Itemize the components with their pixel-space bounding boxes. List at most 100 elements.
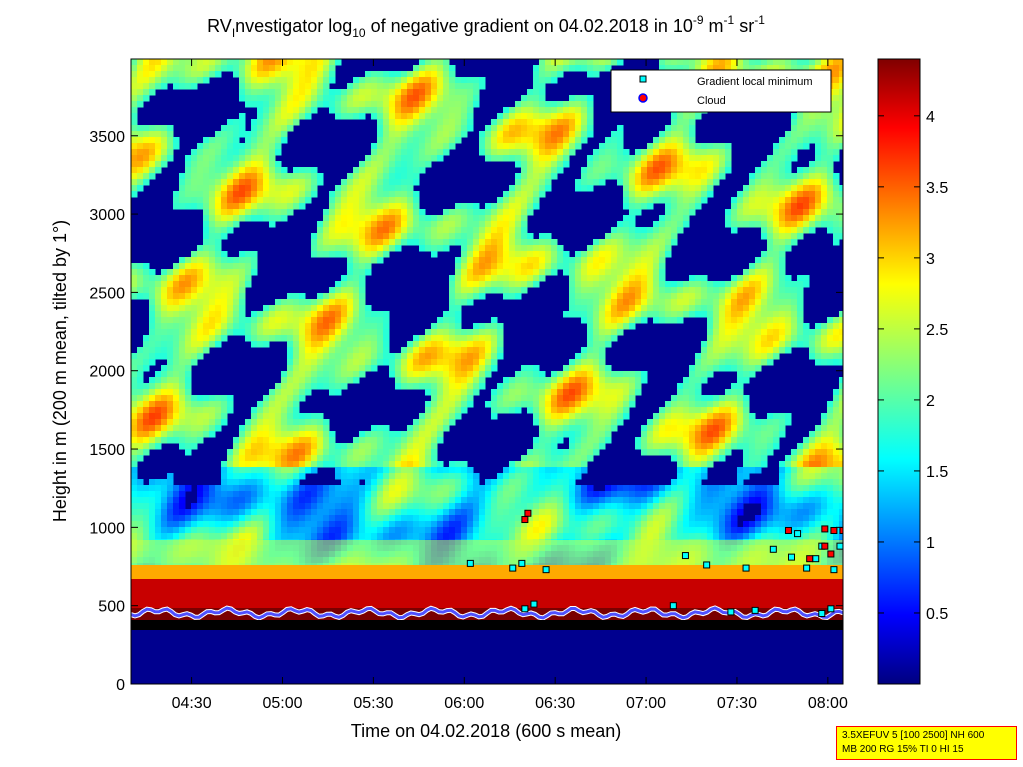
heatmap-cell [695, 395, 702, 402]
heatmap-cell [791, 449, 798, 456]
heatmap-cell [551, 455, 558, 462]
heatmap-cell [173, 359, 180, 366]
heatmap-cell [551, 113, 558, 120]
heatmap-cell [635, 263, 642, 270]
heatmap-cell [527, 383, 534, 390]
heatmap-cell [707, 455, 714, 462]
heatmap-cell [191, 83, 198, 90]
heatmap-cell [335, 203, 342, 210]
heatmap-cell [245, 461, 252, 468]
heatmap-cell [449, 335, 456, 342]
heatmap-cell [491, 209, 498, 216]
heatmap-cell [275, 215, 282, 222]
heatmap-cell [299, 347, 306, 354]
heatmap-cell [239, 161, 246, 168]
heatmap-cell [221, 131, 228, 138]
heatmap-cell [581, 119, 588, 126]
heatmap-cell [263, 329, 270, 336]
heatmap-cell [221, 407, 228, 414]
heatmap-cell [401, 83, 408, 90]
heatmap-cell [665, 317, 672, 324]
heatmap-cell [689, 149, 696, 156]
heatmap-cell [239, 83, 246, 90]
heatmap-cell [773, 425, 780, 432]
heatmap-cell [737, 353, 744, 360]
heatmap-cell [785, 197, 792, 204]
heatmap-cell [785, 191, 792, 198]
heatmap-cell [617, 281, 624, 288]
heatmap-cell [731, 197, 738, 204]
heatmap-cell [689, 425, 696, 432]
heatmap-cell [329, 329, 336, 336]
heatmap-cell [611, 149, 618, 156]
heatmap-cell [491, 143, 498, 150]
heatmap-cell [653, 305, 660, 312]
heatmap-cell [161, 305, 168, 312]
heatmap-cell [731, 305, 738, 312]
heatmap-cell [317, 449, 324, 456]
heatmap-cell [335, 371, 342, 378]
heatmap-cell [347, 257, 354, 264]
heatmap-cell [389, 233, 396, 240]
heatmap-cell [173, 431, 180, 438]
heatmap-cell [707, 167, 714, 174]
heatmap-cell [407, 359, 414, 366]
heatmap-cell [383, 77, 390, 84]
heatmap-cell [245, 167, 252, 174]
heatmap-cell [263, 401, 270, 408]
heatmap-cell [725, 59, 732, 66]
heatmap-cell [641, 377, 648, 384]
heatmap-cell [563, 407, 570, 414]
heatmap-cell [239, 215, 246, 222]
heatmap-cell [173, 329, 180, 336]
heatmap-cell [551, 413, 558, 420]
heatmap-cell [803, 167, 810, 174]
heatmap-cell [629, 293, 636, 300]
heatmap-cell [665, 161, 672, 168]
heatmap-cell [641, 281, 648, 288]
heatmap-cell [341, 287, 348, 294]
heatmap-cell [215, 179, 222, 186]
heatmap-cell [437, 95, 444, 102]
heatmap-cell [431, 77, 438, 84]
heatmap-cell [233, 263, 240, 270]
heatmap-cell [167, 347, 174, 354]
heatmap-cell [329, 299, 336, 306]
heatmap-cell [485, 233, 492, 240]
heatmap-cell [653, 227, 660, 234]
heatmap-cell [755, 305, 762, 312]
heatmap-cell [131, 353, 138, 360]
heatmap-cell [383, 113, 390, 120]
heatmap-cell [551, 155, 558, 162]
heatmap-cell [221, 293, 228, 300]
heatmap-cell [323, 215, 330, 222]
heatmap-cell [497, 221, 504, 228]
heatmap-cell [755, 179, 762, 186]
heatmap-cell [173, 59, 180, 66]
heatmap-cell [377, 323, 384, 330]
heatmap-cell [353, 95, 360, 102]
heatmap-cell [377, 227, 384, 234]
heatmap-cell [419, 101, 426, 108]
heatmap-cell [311, 377, 318, 384]
heatmap-cell [509, 119, 516, 126]
heatmap-cell [479, 233, 486, 240]
heatmap-cell [785, 341, 792, 348]
heatmap-cell [821, 173, 828, 180]
heatmap-cell [665, 449, 672, 456]
heatmap-cell [731, 221, 738, 228]
heatmap-cell [185, 317, 192, 324]
heatmap-cell [839, 233, 843, 240]
heatmap-cell [215, 311, 222, 318]
heatmap-cell [443, 341, 450, 348]
heatmap-cell [785, 293, 792, 300]
heatmap-cell [509, 191, 516, 198]
heatmap-cell [347, 203, 354, 210]
heatmap-cell [653, 179, 660, 186]
heatmap-cell [131, 455, 138, 462]
heatmap-cell [737, 431, 744, 438]
heatmap-cell [227, 143, 234, 150]
heatmap-cell [359, 89, 366, 96]
heatmap-cell [809, 221, 816, 228]
heatmap-cell [305, 371, 312, 378]
